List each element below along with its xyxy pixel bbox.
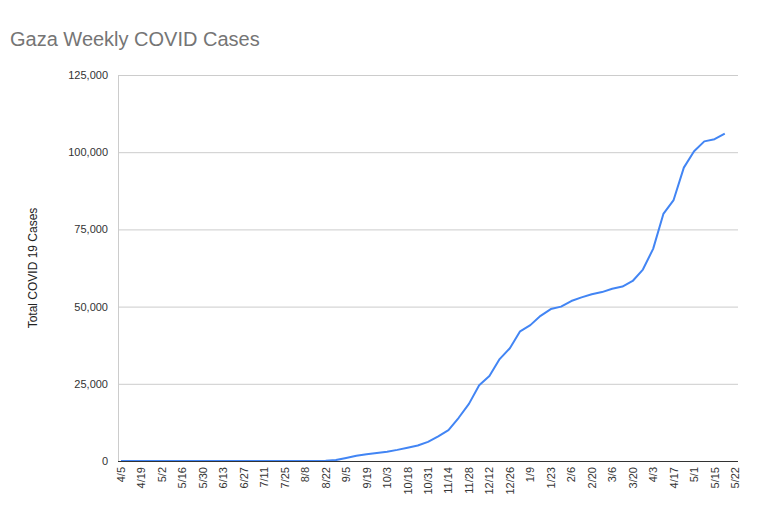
y-tick: 0 — [102, 455, 738, 467]
y-tick: 25,000 — [74, 378, 738, 390]
x-tick: 5/15 — [709, 467, 721, 488]
x-tick-label: 5/1 — [688, 467, 700, 482]
x-tick-label: 11/28 — [463, 467, 475, 494]
x-tick: 3/6 — [606, 467, 618, 482]
x-tick: 8/8 — [299, 467, 311, 482]
grid-line — [118, 229, 738, 230]
x-tick: 6/13 — [217, 467, 229, 488]
grid-line — [118, 75, 738, 76]
x-tick-label: 12/12 — [483, 467, 495, 495]
y-tick-label: 0 — [102, 455, 108, 467]
x-tick: 10/3 — [381, 467, 393, 488]
x-tick: 5/16 — [176, 467, 188, 488]
x-tick: 8/22 — [320, 467, 332, 488]
x-tick-label: 7/25 — [279, 467, 291, 488]
x-tick-label: 4/17 — [668, 467, 680, 488]
background — [0, 0, 763, 525]
x-axis-line — [118, 461, 738, 462]
x-tick: 7/11 — [258, 467, 270, 488]
y-axis-title: Total COVID 19 Cases — [26, 208, 40, 329]
x-tick-label: 5/30 — [197, 467, 209, 488]
x-tick: 2/6 — [565, 467, 577, 482]
line — [121, 134, 725, 461]
grid-line — [118, 307, 738, 308]
plot-area — [121, 134, 725, 461]
grid-line — [118, 152, 738, 153]
x-tick-label: 9/19 — [361, 467, 373, 488]
y-tick: 50,000 — [74, 301, 738, 313]
x-tick-label: 5/22 — [729, 467, 741, 488]
x-tick: 11/14 — [442, 467, 454, 494]
y-tick-label: 125,000 — [68, 69, 108, 81]
x-tick: 7/25 — [279, 467, 291, 488]
x-tick-label: 4/5 — [115, 467, 127, 482]
x-tick: 4/17 — [668, 467, 680, 488]
x-tick: 1/9 — [524, 467, 536, 482]
y-axis: 0 25,000 50,000 75,000 100,000 125,000 — [68, 69, 738, 467]
x-tick-label: 2/20 — [586, 467, 598, 488]
x-tick-label: 9/5 — [340, 467, 352, 482]
x-tick: 4/5 — [115, 467, 127, 482]
x-tick: 5/22 — [729, 467, 741, 488]
y-tick-label: 75,000 — [74, 223, 108, 235]
x-tick: 9/19 — [361, 467, 373, 488]
title: Gaza Weekly COVID Cases — [10, 28, 260, 50]
x-tick-label: 10/31 — [422, 467, 434, 495]
grid-line — [118, 461, 738, 462]
grid-line — [118, 384, 738, 385]
x-tick-label: 2/6 — [565, 467, 577, 482]
x-tick: 2/20 — [586, 467, 598, 488]
chart: Gaza Weekly COVID Cases Total COVID 19 Ca… — [0, 0, 763, 525]
x-tick: 3/20 — [627, 467, 639, 488]
x-tick: 5/30 — [197, 467, 209, 488]
x-tick-label: 11/14 — [442, 467, 454, 494]
x-tick: 12/12 — [483, 467, 495, 495]
x-axis: 4/5 4/19 5/2 5/16 5/30 6/13 6/27 7/11 7/25 8/8 8/2… — [115, 462, 741, 495]
x-tick-label: 8/8 — [299, 467, 311, 482]
x-tick: 4/3 — [647, 467, 659, 482]
x-tick-label: 3/6 — [606, 467, 618, 482]
x-tick-label: 1/9 — [524, 467, 536, 482]
x-tick: 1/23 — [545, 467, 557, 488]
x-tick-label: 10/18 — [402, 467, 414, 495]
y-tick: 75,000 — [74, 223, 738, 235]
x-tick-label: 4/3 — [647, 467, 659, 482]
x-tick-label: 5/15 — [709, 467, 721, 488]
x-tick-label: 7/11 — [258, 467, 270, 488]
x-tick: 6/27 — [238, 467, 250, 488]
x-tick: 12/26 — [504, 467, 516, 495]
x-tick: 10/31 — [422, 467, 434, 495]
x-tick: 11/28 — [463, 467, 475, 494]
y-axis-line — [118, 76, 119, 462]
x-tick: 5/1 — [688, 467, 700, 482]
x-tick: 10/18 — [402, 467, 414, 495]
x-tick-label: 8/22 — [320, 467, 332, 488]
x-tick-label: 12/26 — [504, 467, 516, 495]
x-tick: 4/19 — [135, 467, 147, 488]
x-tick-label: 4/19 — [135, 467, 147, 488]
x-tick-label: 5/2 — [156, 467, 168, 482]
x-tick: 9/5 — [340, 467, 352, 482]
x-tick-label: 3/20 — [627, 467, 639, 488]
x-tick-label: 6/27 — [238, 467, 250, 488]
x-tick-label: 6/13 — [217, 467, 229, 488]
y-tick: 125,000 — [68, 69, 738, 81]
y-tick-label: 25,000 — [74, 378, 108, 390]
x-tick-label: 1/23 — [545, 467, 557, 488]
y-tick: 100,000 — [68, 146, 738, 158]
y-tick-label: 100,000 — [68, 146, 108, 158]
x-tick: 5/2 — [156, 467, 168, 482]
x-tick-label: 5/16 — [176, 467, 188, 488]
y-tick-label: 50,000 — [74, 301, 108, 313]
x-tick-label: 10/3 — [381, 467, 393, 488]
